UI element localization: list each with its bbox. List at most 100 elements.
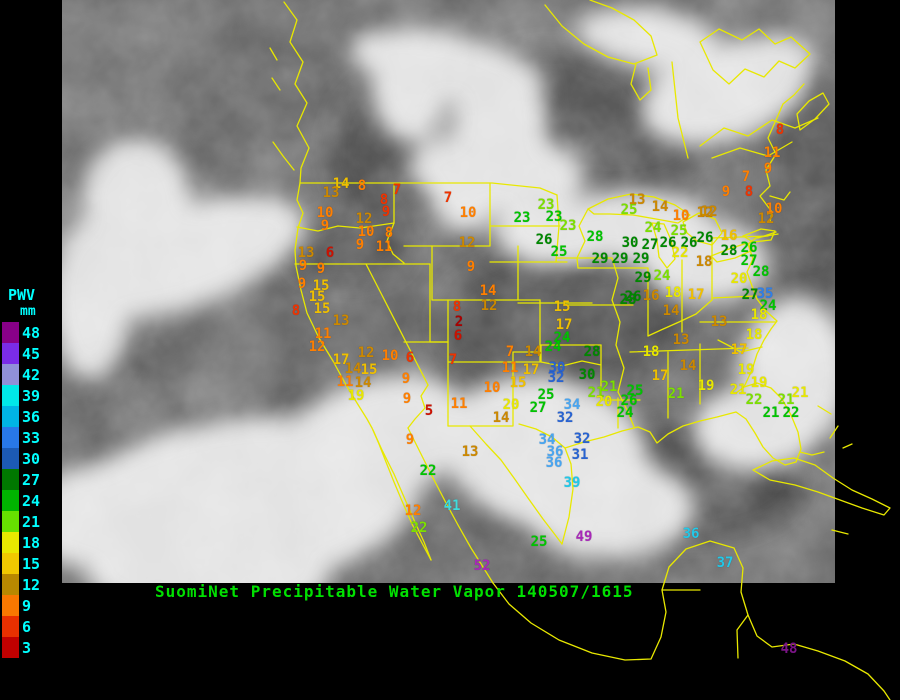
station-pwv-value: 18 xyxy=(695,254,713,270)
legend-swatch xyxy=(2,448,19,469)
map-borders xyxy=(269,0,891,700)
legend-swatch xyxy=(2,385,19,406)
station-pwv-value: 21 xyxy=(762,405,780,421)
pwv-legend: PWV mm 48 45 42 39 36 33 30 27 24 21 18 15 12 9 6 3 xyxy=(2,286,58,658)
station-pwv-value: 35 xyxy=(756,286,774,302)
station-pwv-value: 20 xyxy=(730,271,748,287)
station-pwv-value: 10 xyxy=(765,201,783,217)
legend-entry: 39 xyxy=(2,385,58,406)
station-pwv-value: 19 xyxy=(737,362,755,378)
legend-entry: 33 xyxy=(2,427,58,448)
legend-value: 33 xyxy=(22,428,41,447)
station-pwv-value: 30 xyxy=(578,367,596,383)
station-pwv-value: 9 xyxy=(316,261,326,277)
station-pwv-value: 12 xyxy=(700,204,718,220)
station-pwv-value: 12 xyxy=(757,211,775,227)
station-pwv-value: 20 xyxy=(502,397,520,413)
station-pwv-value: 34 xyxy=(538,432,556,448)
station-pwv-value: 7 xyxy=(741,169,751,185)
legend-swatch xyxy=(2,616,19,637)
station-pwv-value: 16 xyxy=(642,288,660,304)
station-pwv-value: 32 xyxy=(556,410,574,426)
station-pwv-value: 15 xyxy=(509,375,527,391)
station-pwv-value: 41 xyxy=(443,498,461,514)
legend-value: 30 xyxy=(22,449,41,468)
station-pwv-value: 13 xyxy=(297,245,315,261)
station-pwv-value: 8 xyxy=(744,184,754,200)
legend-entry: 12 xyxy=(2,574,58,595)
station-pwv-value: 30 xyxy=(621,235,639,251)
station-pwv-value: 13 xyxy=(322,185,340,201)
station-pwv-value: 9 xyxy=(763,161,773,177)
station-pwv-value: 17 xyxy=(332,352,350,368)
legend-value: 9 xyxy=(22,596,32,615)
legend-swatch xyxy=(2,637,19,658)
station-pwv-value: 32 xyxy=(573,431,591,447)
legend-swatch xyxy=(2,322,19,343)
station-pwv-value: 23 xyxy=(559,218,577,234)
station-pwv-value: 11 xyxy=(501,360,519,376)
station-pwv-value: 11 xyxy=(763,145,781,161)
station-pwv-value: 21 xyxy=(729,382,747,398)
station-pwv-value: 22 xyxy=(671,245,689,261)
station-pwv-value: 29 xyxy=(632,251,650,267)
station-pwv-value: 9 xyxy=(381,204,391,220)
station-pwv-value: 26 xyxy=(696,230,714,246)
station-pwv-value: 14 xyxy=(344,361,362,377)
station-pwv-value: 23 xyxy=(537,197,555,213)
station-pwv-value: 9 xyxy=(401,371,411,387)
station-pwv-value: 34 xyxy=(563,397,581,413)
station-pwv-value: 6 xyxy=(405,350,415,366)
station-pwv-value: 21 xyxy=(667,386,685,402)
station-pwv-value: 8 xyxy=(379,192,389,208)
legend-entry: 15 xyxy=(2,553,58,574)
station-pwv-value: 18 xyxy=(664,285,682,301)
station-pwv-value: 14 xyxy=(492,410,510,426)
station-pwv-value: 6 xyxy=(453,328,463,344)
station-pwv-value: 11 xyxy=(450,396,468,412)
station-pwv-value: 10 xyxy=(672,208,690,224)
legend-swatch xyxy=(2,574,19,595)
station-pwv-value: 20 xyxy=(595,394,613,410)
station-pwv-value: 21 xyxy=(777,392,795,408)
station-pwv-value: 15 xyxy=(360,362,378,378)
station-pwv-value: 37 xyxy=(716,555,734,571)
station-pwv-value: 8 xyxy=(452,299,462,315)
station-pwv-value: 29 xyxy=(634,270,652,286)
station-pwv-value: 16 xyxy=(720,228,738,244)
legend-title: PWV xyxy=(8,286,36,304)
station-pwv-value: 13 xyxy=(628,192,646,208)
station-pwv-value: 26 xyxy=(624,289,642,305)
legend-value: 48 xyxy=(22,323,41,342)
station-pwv-value: 22 xyxy=(419,463,437,479)
station-pwv-value: 49 xyxy=(575,529,593,545)
station-pwv-value: 19 xyxy=(697,378,715,394)
legend-swatch xyxy=(2,343,19,364)
station-pwv-value: 18 xyxy=(642,344,660,360)
legend-entry: 27 xyxy=(2,469,58,490)
station-pwv-value: 11 xyxy=(314,326,332,342)
station-pwv-value: 36 xyxy=(545,455,563,471)
legend-value: 21 xyxy=(22,512,41,531)
station-pwv-value: 17 xyxy=(730,342,748,358)
station-pwv-value: 32 xyxy=(547,370,565,386)
legend-swatch xyxy=(2,511,19,532)
station-pwv-value: 15 xyxy=(553,299,571,315)
station-pwv-value: 5 xyxy=(424,403,434,419)
station-pwv-value: 26 xyxy=(620,393,638,409)
station-pwv-value: 28 xyxy=(586,229,604,245)
legend-entry: 36 xyxy=(2,406,58,427)
station-pwv-value: 18 xyxy=(750,307,768,323)
station-pwv-value: 14 xyxy=(479,283,497,299)
station-pwv-value: 25 xyxy=(537,387,555,403)
station-pwv-value: 14 xyxy=(354,375,372,391)
station-pwv-value: 10 xyxy=(483,380,501,396)
legend-value: 6 xyxy=(22,617,32,636)
legend-color-scale: 48 45 42 39 36 33 30 27 24 21 18 15 12 9 6 3 xyxy=(2,322,58,658)
station-pwv-value: 36 xyxy=(546,444,564,460)
station-pwv-value: 9 xyxy=(297,276,307,292)
legend-value: 24 xyxy=(22,491,41,510)
station-pwv-value: 52 xyxy=(473,558,491,574)
legend-value: 3 xyxy=(22,638,32,657)
station-pwv-value: 26 xyxy=(535,232,553,248)
